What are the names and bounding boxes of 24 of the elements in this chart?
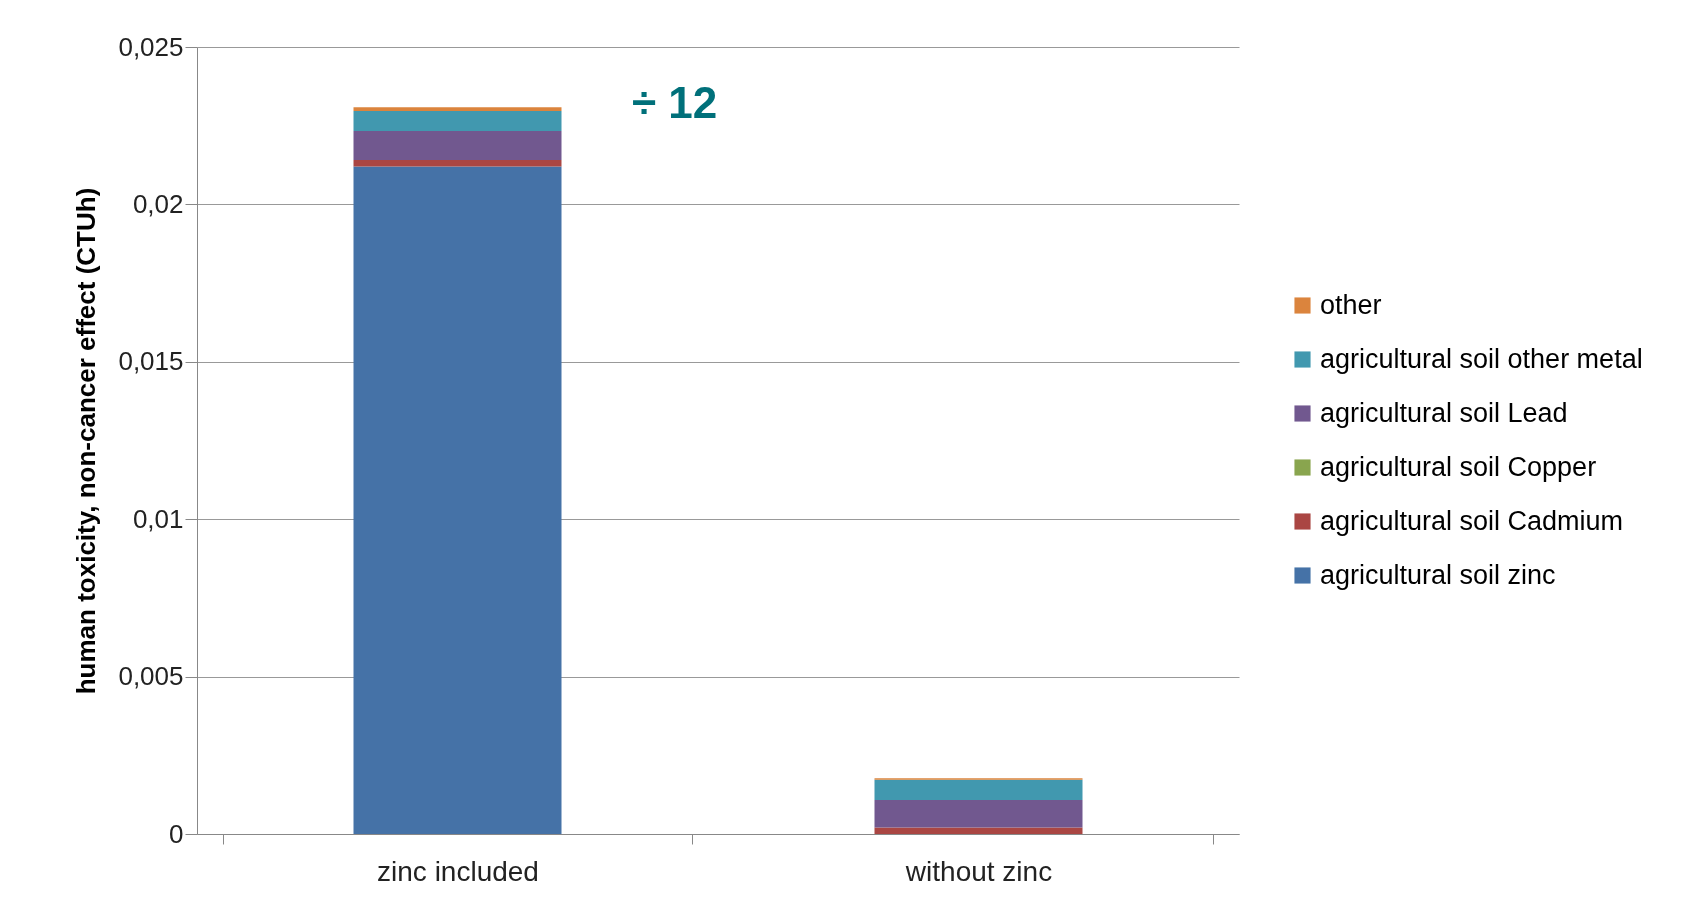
y-axis-title: human toxicity, non-cancer effect (CTUh) xyxy=(71,187,102,695)
legend-label: agricultural soil Cadmium xyxy=(1320,505,1624,536)
bar xyxy=(353,110,562,132)
bar xyxy=(874,779,1083,800)
bar xyxy=(874,827,1083,834)
legend-label: agricultural soil Lead xyxy=(1320,397,1568,428)
bar xyxy=(353,160,562,167)
bar xyxy=(353,166,562,834)
y-tick-label: 0,01 xyxy=(132,503,184,534)
y-tick-label: 0,02 xyxy=(132,188,184,219)
legend-label: other xyxy=(1320,289,1382,320)
bar xyxy=(353,107,562,111)
y-tick-label: 0,005 xyxy=(118,661,184,692)
bar xyxy=(353,131,562,161)
y-tick-label: 0,025 xyxy=(118,31,184,62)
y-tick-label: 0 xyxy=(169,818,184,849)
bar xyxy=(874,800,1083,828)
y-tick-label: 0,015 xyxy=(118,346,184,377)
legend-label: agricultural soil other metal xyxy=(1320,343,1643,374)
x-tick-label: zinc included xyxy=(377,855,539,887)
legend-label: agricultural soil zinc xyxy=(1320,559,1556,590)
legend-label: agricultural soil Copper xyxy=(1320,451,1597,482)
annotation: ÷ 12 xyxy=(632,78,718,127)
x-tick-label: without zinc xyxy=(904,855,1053,887)
